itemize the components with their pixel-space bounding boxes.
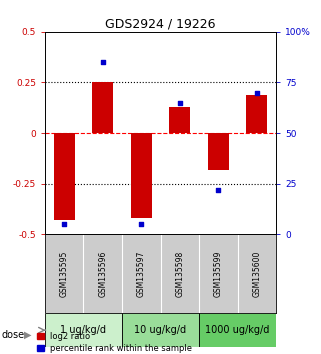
Text: GSM135600: GSM135600 bbox=[252, 251, 261, 297]
Text: GSM135597: GSM135597 bbox=[137, 251, 146, 297]
Point bbox=[177, 100, 182, 105]
Bar bbox=[45, 314, 122, 347]
Text: ▶: ▶ bbox=[24, 330, 31, 339]
Point bbox=[254, 90, 259, 96]
Title: GDS2924 / 19226: GDS2924 / 19226 bbox=[105, 18, 216, 31]
Bar bbox=[208, 133, 229, 170]
Point bbox=[62, 221, 67, 227]
Point bbox=[100, 59, 105, 65]
Text: GSM135596: GSM135596 bbox=[98, 251, 107, 297]
Bar bbox=[122, 314, 199, 347]
Point bbox=[216, 187, 221, 193]
Text: 1 ug/kg/d: 1 ug/kg/d bbox=[60, 325, 107, 335]
Text: dose: dose bbox=[2, 330, 25, 339]
Bar bbox=[199, 314, 276, 347]
Bar bbox=[246, 95, 267, 133]
Bar bbox=[131, 133, 152, 218]
Bar bbox=[92, 82, 113, 133]
Text: GSM135599: GSM135599 bbox=[214, 251, 223, 297]
Text: 1000 ug/kg/d: 1000 ug/kg/d bbox=[205, 325, 270, 335]
Text: GSM135595: GSM135595 bbox=[60, 251, 69, 297]
Legend: log2 ratio, percentile rank within the sample: log2 ratio, percentile rank within the s… bbox=[36, 331, 193, 353]
Text: 10 ug/kg/d: 10 ug/kg/d bbox=[134, 325, 187, 335]
Bar bbox=[169, 107, 190, 133]
Point bbox=[139, 221, 144, 227]
Bar bbox=[54, 133, 75, 220]
Text: GSM135598: GSM135598 bbox=[175, 251, 184, 297]
